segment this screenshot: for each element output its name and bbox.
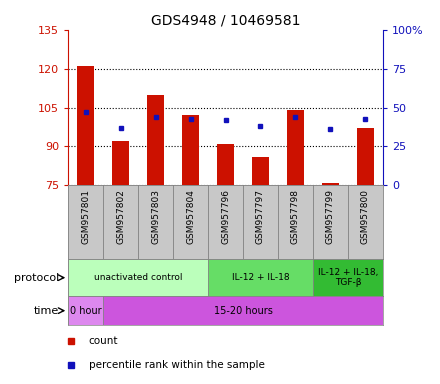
Bar [147,95,164,185]
Bar [182,116,199,185]
Text: protocol: protocol [14,273,59,283]
Text: GSM957803: GSM957803 [151,189,160,244]
Bar [252,157,269,185]
Text: GSM957798: GSM957798 [291,189,300,244]
Text: GSM957797: GSM957797 [256,189,265,244]
Text: GSM957802: GSM957802 [116,189,125,244]
Title: GDS4948 / 10469581: GDS4948 / 10469581 [151,13,300,28]
Text: IL-12 + IL-18: IL-12 + IL-18 [231,273,289,282]
Bar [68,259,208,296]
Bar [287,110,304,185]
Text: GSM957796: GSM957796 [221,189,230,244]
Bar [313,259,383,296]
Text: GSM957800: GSM957800 [361,189,370,244]
Bar [322,182,339,185]
Text: GSM957804: GSM957804 [186,189,195,244]
Text: 15-20 hours: 15-20 hours [213,306,272,316]
Bar [77,66,95,185]
Bar [112,141,129,185]
Bar [208,259,313,296]
Text: count: count [88,336,118,346]
Text: 0 hour: 0 hour [70,306,102,316]
Bar [103,296,383,325]
Bar [217,144,234,185]
Text: time: time [34,306,59,316]
Bar [68,296,103,325]
Text: percentile rank within the sample: percentile rank within the sample [88,360,264,370]
Text: unactivated control: unactivated control [94,273,182,282]
Text: GSM957799: GSM957799 [326,189,335,244]
Text: IL-12 + IL-18,
TGF-β: IL-12 + IL-18, TGF-β [318,268,378,287]
Bar [356,128,374,185]
Text: GSM957801: GSM957801 [81,189,90,244]
